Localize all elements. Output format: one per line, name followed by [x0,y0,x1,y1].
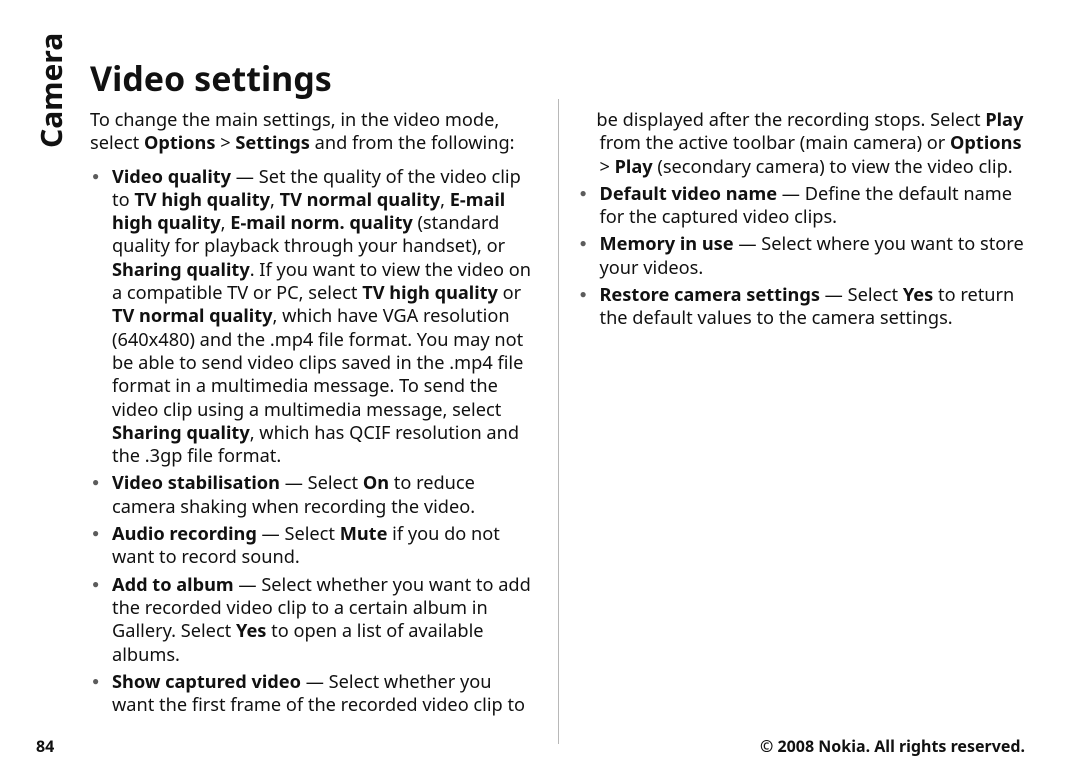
label-add-to-album: Add to album [112,573,234,597]
settings-list-col2: ● Default video name — Define the defaul… [578,183,1026,331]
item-add-to-album: ● Add to album — Select whether you want… [90,574,538,667]
item-restore-camera-settings: ● Restore camera settings — Select Yes t… [578,284,1026,331]
bullet-icon: ● [92,673,99,688]
bullet-icon: ● [92,474,99,489]
label-memory-in-use: Memory in use [600,232,734,256]
label-show-captured-video: Show captured video [112,670,301,694]
bullet-icon: ● [580,286,587,301]
item-show-captured-video-part1: ● Show captured video — Select whether y… [90,671,538,718]
page-footer: 84 © 2008 Nokia. All rights reserved. [36,735,1025,757]
manual-page: Camera Video settings To change the main… [0,0,1080,779]
bullet-icon: ● [580,185,587,200]
label-default-video-name: Default video name [600,182,778,206]
intro-text-post: and from the following: [310,131,515,155]
page-number: 84 [36,735,54,757]
intro-sep: > [216,131,236,155]
bullet-icon: ● [580,235,587,250]
section-side-label: Camera [30,0,71,40]
intro-paragraph: To change the main settings, in the vide… [90,109,538,156]
copyright-text: © 2008 Nokia. All rights reserved. [760,735,1025,757]
section-side-label-text: Camera [30,33,71,148]
bullet-icon: ● [92,576,99,591]
page-heading: Video settings [90,55,1025,101]
item-video-quality: ● Video quality — Set the quality of the… [90,166,538,469]
item-audio-recording: ● Audio recording — Select Mute if you d… [90,523,538,570]
label-video-quality: Video quality [112,165,231,189]
intro-options: Options [144,131,216,155]
item-memory-in-use: ● Memory in use — Select where you want … [578,233,1026,280]
bullet-icon: ● [92,168,99,183]
label-audio-recording: Audio recording [112,522,257,546]
settings-list: ● Video quality — Set the quality of the… [90,166,538,718]
label-restore-camera-settings: Restore camera settings [600,283,820,307]
intro-settings: Settings [235,131,310,155]
bullet-icon: ● [92,525,99,540]
label-video-stabilisation: Video stabilisation [112,471,280,495]
body-columns: To change the main settings, in the vide… [90,109,1025,729]
item-default-video-name: ● Default video name — Define the defaul… [578,183,1026,230]
item-show-captured-video-part2: be displayed after the recording stops. … [600,109,1026,179]
item-video-stabilisation: ● Video stabilisation — Select On to red… [90,472,538,519]
